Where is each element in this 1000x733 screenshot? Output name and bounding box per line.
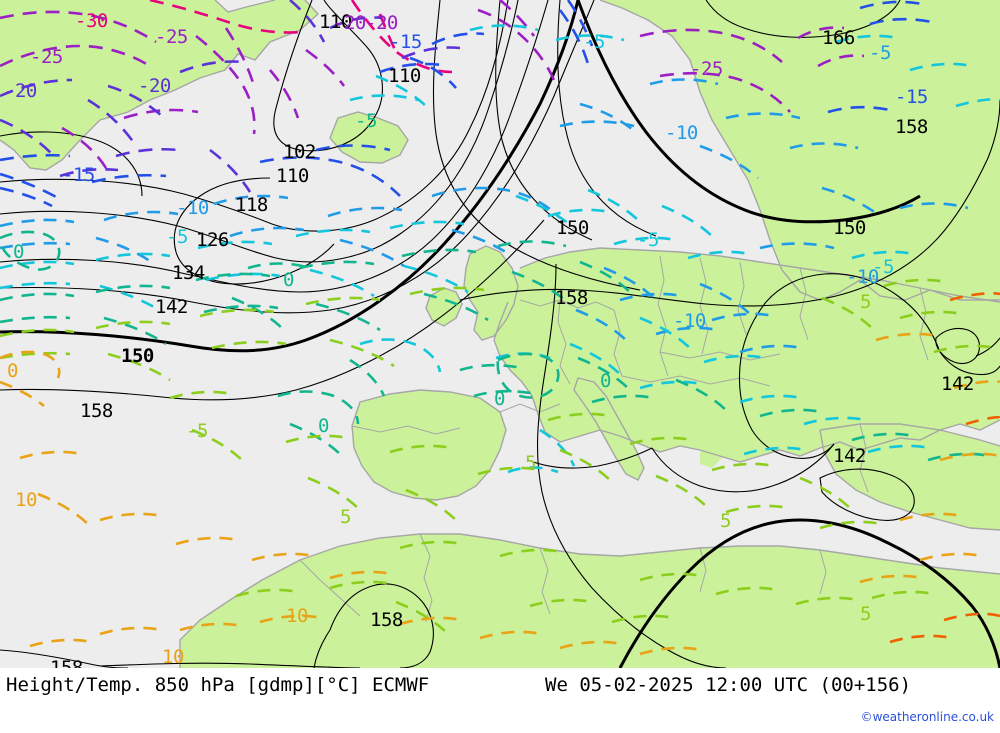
coastlines [0,0,1000,668]
map-canvas: .land{fill:#cbf29a;stroke:none;} .coast{… [0,0,1000,668]
landmasses [0,0,1000,668]
chart-title: Height/Temp. 850 hPa [gdmp][°C] ECMWF [6,674,430,696]
country-borders [299,255,929,623]
copyright-notice: ©weatheronline.co.uk [860,710,994,724]
chart-valid-time: We 05-02-2025 12:00 UTC (00+156) [545,674,912,696]
chart-footer: Height/Temp. 850 hPa [gdmp][°C] ECMWF We… [0,668,1000,733]
temperature-contours [0,0,1000,656]
weather-map: .land{fill:#cbf29a;stroke:none;} .coast{… [0,0,1000,668]
